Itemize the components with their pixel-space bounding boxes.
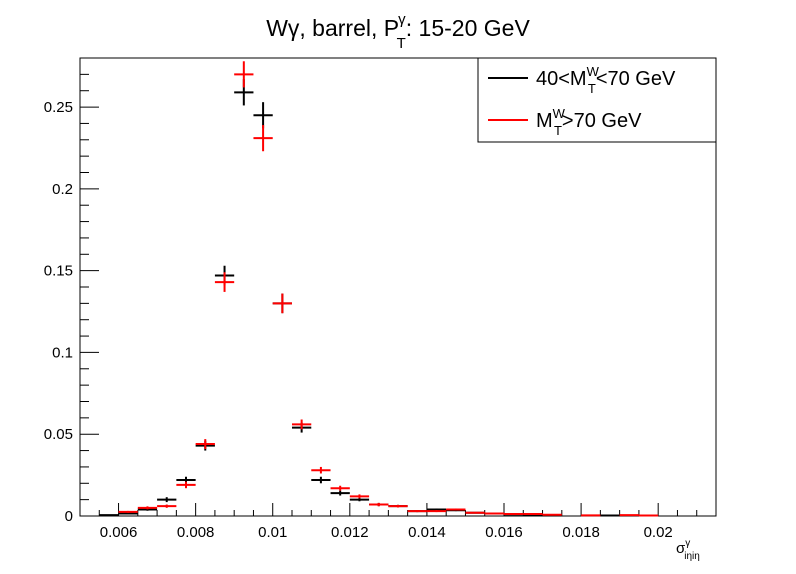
data-point [253,102,273,129]
data-point [349,494,370,499]
data-point [118,510,138,513]
data-point [349,498,370,502]
data-point [195,439,215,449]
data-point [484,512,504,515]
data-point [157,504,177,508]
data-point [600,514,620,517]
legend-1-sub: T [554,123,562,138]
data-point [330,485,350,491]
data-point [388,504,408,508]
legend-0-post: <70 GeV [596,68,676,90]
legend-label-black: 40<MW T<70 GeV [536,64,676,96]
data-point [446,508,466,511]
data-point [176,481,196,489]
data-point [407,510,427,513]
legend: 40<MW T<70 GeV MW T>70 GeV [477,57,717,143]
legend-1-sup: W [553,106,566,121]
x-axis-label-sub: iηiη [684,551,700,562]
data-point [118,512,138,515]
x-tick-label: 0.006 [100,524,138,541]
data-point [311,466,331,474]
x-axis-label-sup: γ [685,538,690,549]
data-point [292,419,312,430]
legend-box [477,57,717,143]
x-axis-label: σγ iηiη [676,538,700,562]
series-red [118,61,659,517]
series-black [99,79,659,517]
data-point [311,476,331,484]
x-tick-label: 0.014 [408,524,446,541]
data-series [99,61,659,517]
data-point [619,514,639,517]
y-tick-label: 0.05 [44,426,73,443]
data-point [523,513,543,516]
x-tick-label: 0.01 [258,524,287,541]
data-point [157,497,177,503]
legend-label-red: MW T>70 GeV [536,106,642,138]
x-tick-label: 0.02 [644,524,673,541]
data-point [214,272,235,292]
y-tick-label: 0 [65,508,73,525]
legend-1-post: >70 GeV [562,110,642,132]
data-point [369,502,389,507]
chart-title-sub: T [397,35,406,52]
legend-0-sub: T [588,81,596,96]
data-point [137,506,158,510]
chart-title-sup: γ [398,11,406,28]
data-point [253,125,273,152]
legend-0-sup: W [587,64,600,79]
legend-0-pre: 40<M [536,68,587,90]
y-tick-label: 0.25 [44,99,73,116]
data-point [330,490,350,496]
y-tick-label: 0.2 [52,181,73,198]
chart-title-tail: : 15-20 GeV [406,15,531,41]
data-point [638,514,659,517]
legend-1-pre: M [536,110,553,132]
data-point [234,61,254,88]
y-tick-label: 0.15 [44,263,73,280]
x-axis: 0.006 0.008 0.01 0.012 0.014 0.016 0.018 0.02 [79,503,717,541]
data-point [426,510,447,513]
x-axis-label-main: σ [676,540,686,557]
x-tick-label: 0.016 [485,524,523,541]
chart-title: Wγ, barrel, Pγ T: 15-20 GeV [266,11,530,52]
y-tick-label: 0.1 [52,344,73,361]
data-point [99,514,119,517]
x-tick-label: 0.012 [331,524,369,541]
x-tick-label: 0.018 [562,524,600,541]
y-axis: 0 0.05 0.1 0.15 0.2 0.25 [44,57,99,525]
data-point [542,513,562,516]
data-point [581,514,601,517]
data-point [504,513,524,516]
data-point [272,293,292,314]
chart-title-main: Wγ, barrel, P [266,15,399,41]
x-tick-label: 0.008 [177,524,215,541]
data-point [465,511,485,514]
